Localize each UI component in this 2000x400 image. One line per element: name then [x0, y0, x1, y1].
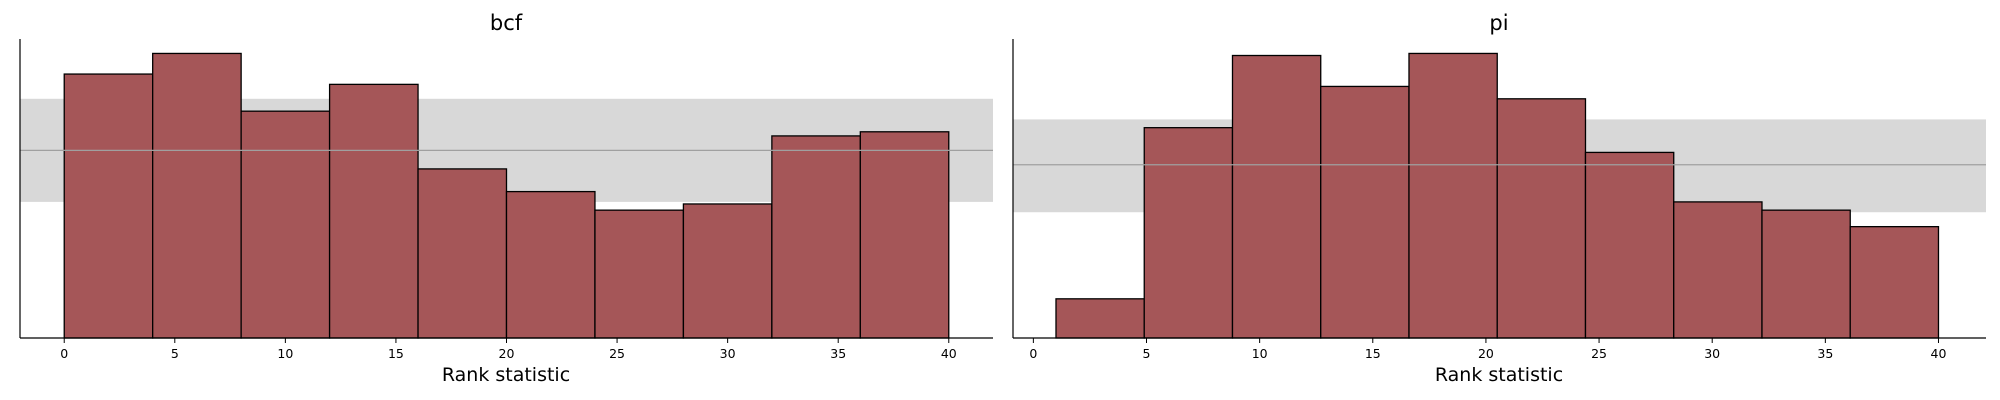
chart-title: pi — [1489, 11, 1508, 35]
x-tick-label: 10 — [1252, 346, 1268, 361]
panel-bcf: bcf 0 5 10 15 20 25 30 35 40 Rank statistic — [19, 11, 993, 386]
panel-pi: pi 0 5 10 15 20 25 30 35 40 Rank statistic — [1012, 11, 1986, 386]
x-axis-label: Rank statistic — [442, 364, 570, 386]
histogram-bar-4 — [417, 168, 508, 339]
bar-layer — [63, 52, 950, 339]
x-tick-label: 25 — [609, 346, 625, 361]
histogram-bar-9 — [1849, 225, 1940, 339]
x-tick-label: 0 — [1029, 346, 1037, 361]
histogram-bar-7 — [682, 203, 773, 339]
x-tick-label: 5 — [1143, 346, 1151, 361]
x-tick-label: 5 — [171, 346, 179, 361]
histogram-bar-8 — [1761, 209, 1851, 339]
histogram-bar-3 — [1320, 85, 1410, 339]
histogram-bar-5 — [1496, 98, 1587, 339]
x-axis-label: Rank statistic — [1435, 364, 1563, 386]
histogram-bar-1 — [152, 52, 242, 339]
histogram-bar-1 — [1143, 127, 1234, 339]
x-tick-label: 35 — [1817, 346, 1833, 361]
histogram-bar-3 — [328, 83, 419, 339]
x-tick-label: 30 — [1704, 346, 1720, 361]
x-tick-label: 40 — [941, 346, 957, 361]
x-tick-label: 35 — [830, 346, 846, 361]
histogram-bar-6 — [1584, 151, 1675, 339]
tick-layer: 0 5 10 15 20 25 30 35 40 — [60, 338, 957, 361]
histogram-bar-0 — [63, 73, 154, 339]
x-tick-label: 20 — [499, 346, 515, 361]
histogram-bar-6 — [594, 209, 685, 339]
histogram-bar-7 — [1673, 201, 1763, 339]
axis-layer — [1012, 39, 1986, 339]
x-tick-label: 25 — [1591, 346, 1607, 361]
bar-layer — [1055, 52, 1940, 339]
x-tick-label: 15 — [388, 346, 404, 361]
chart-title: bcf — [490, 11, 523, 35]
x-tick-label: 15 — [1365, 346, 1381, 361]
histogram-bar-8 — [771, 135, 861, 339]
x-tick-label: 10 — [277, 346, 293, 361]
histogram-bar-2 — [1231, 54, 1322, 339]
histogram-bar-4 — [1408, 52, 1498, 339]
x-tick-label: 30 — [720, 346, 736, 361]
histogram-bar-2 — [240, 110, 331, 339]
histogram-bar-5 — [505, 190, 596, 339]
tick-layer: 0 5 10 15 20 25 30 35 40 — [1029, 338, 1946, 361]
x-tick-label: 40 — [1931, 346, 1947, 361]
x-tick-label: 0 — [60, 346, 68, 361]
x-tick-label: 20 — [1478, 346, 1494, 361]
histogram-bar-0 — [1055, 298, 1145, 339]
histogram-bar-9 — [859, 131, 950, 339]
